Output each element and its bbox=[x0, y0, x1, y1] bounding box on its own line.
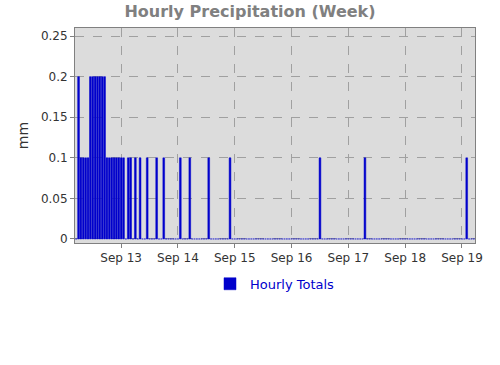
svg-text:0.05: 0.05 bbox=[41, 192, 68, 206]
svg-text:0.25: 0.25 bbox=[41, 29, 68, 43]
svg-text:Hourly Totals: Hourly Totals bbox=[250, 277, 334, 292]
svg-text:mm: mm bbox=[15, 122, 31, 149]
svg-text:Sep 14: Sep 14 bbox=[157, 251, 199, 265]
svg-text:0.2: 0.2 bbox=[49, 70, 68, 84]
svg-text:0.1: 0.1 bbox=[49, 151, 68, 165]
svg-text:Sep 16: Sep 16 bbox=[271, 251, 313, 265]
svg-text:Hourly Precipitation (Week): Hourly Precipitation (Week) bbox=[124, 2, 375, 21]
svg-text:0: 0 bbox=[60, 232, 68, 246]
svg-text:Sep 19: Sep 19 bbox=[441, 251, 483, 265]
svg-text:Sep 15: Sep 15 bbox=[214, 251, 256, 265]
svg-text:Sep 13: Sep 13 bbox=[100, 251, 142, 265]
svg-text:Sep 17: Sep 17 bbox=[328, 251, 370, 265]
svg-text:Sep 18: Sep 18 bbox=[384, 251, 426, 265]
svg-text:0.15: 0.15 bbox=[41, 110, 68, 124]
